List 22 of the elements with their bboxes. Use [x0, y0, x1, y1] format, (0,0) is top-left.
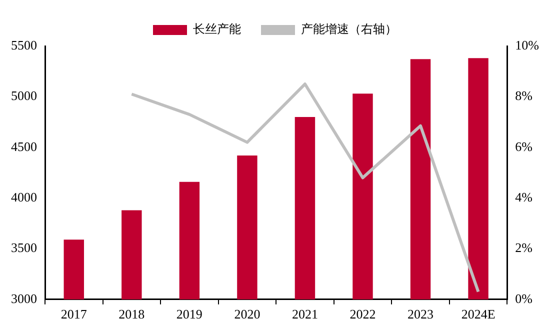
x-tick-label: 2017 — [60, 306, 88, 322]
y-tick-label: 5000 — [11, 88, 37, 104]
x-tick-label: 2018 — [118, 306, 145, 322]
y-tick-label: 5500 — [11, 37, 37, 52]
x-tick-label: 2024E — [461, 306, 496, 322]
legend-label: 长丝产能 — [193, 22, 241, 36]
y2-tick-label: 4% — [515, 189, 533, 204]
y2-tick-label: 10% — [515, 37, 540, 52]
y2-tick-label: 8% — [515, 88, 533, 104]
y-tick-label: 4500 — [11, 138, 37, 154]
y-tick-label: 4000 — [11, 189, 37, 204]
legend-label: 产能增速（右轴） — [301, 22, 397, 36]
y2-tick-label: 2% — [515, 240, 533, 256]
y2-tick-label: 0% — [515, 290, 533, 306]
x-tick-label: 2022 — [350, 306, 376, 322]
x-tick-label: 2020 — [234, 306, 260, 322]
y-tick-label: 3000 — [11, 290, 37, 306]
x-tick-label: 2021 — [292, 306, 318, 322]
x-tick-label: 2023 — [408, 306, 434, 322]
y2-tick-label: 6% — [515, 138, 533, 154]
x-tick-label: 2019 — [176, 306, 202, 322]
y-tick-label: 3500 — [11, 240, 37, 256]
